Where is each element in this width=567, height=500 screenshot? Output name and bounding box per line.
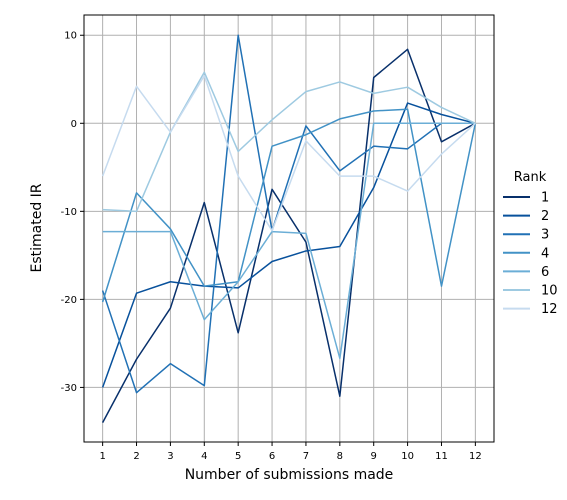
series-line-rank-12 <box>101 74 476 232</box>
x-tick-label: 6 <box>269 451 275 462</box>
series-line-rank-1 <box>101 48 476 423</box>
x-tick-label: 8 <box>337 451 343 462</box>
x-tick-label: 5 <box>235 451 241 462</box>
x-tick-label: 10 <box>401 451 414 462</box>
legend-title: Rank <box>514 170 547 185</box>
series-line-rank-10 <box>102 71 476 213</box>
legend-label: 12 <box>541 302 558 317</box>
x-tick-label: 2 <box>133 451 139 462</box>
legend-label: 4 <box>541 246 549 261</box>
series-line-rank-6 <box>102 122 476 360</box>
plot-frame <box>83 14 495 443</box>
x-tick-label: 7 <box>303 451 309 462</box>
y-tick-label: 10 <box>64 31 77 42</box>
series-lines <box>101 34 477 423</box>
series-line-rank-3 <box>101 34 476 394</box>
legend-label: 3 <box>541 228 549 243</box>
x-axis-label: Number of submissions made <box>185 467 394 483</box>
grid <box>84 15 494 442</box>
legend-label: 1 <box>541 191 549 206</box>
y-tick-label: -30 <box>61 383 77 394</box>
x-tick-label: 9 <box>371 451 377 462</box>
series-line-rank-2 <box>101 102 476 388</box>
x-tick-label: 1 <box>99 451 105 462</box>
y-tick-label: 0 <box>71 119 77 130</box>
y-axis-label: Estimated IR <box>29 183 45 272</box>
y-tick-label: -20 <box>61 295 77 306</box>
series-line-rank-4 <box>101 108 477 303</box>
x-tick-label: 11 <box>435 451 448 462</box>
x-tick-label: 12 <box>469 451 482 462</box>
legend-label: 2 <box>541 209 549 224</box>
legend-label: 6 <box>541 265 549 280</box>
x-tick-label: 3 <box>167 451 173 462</box>
x-tick-label: 4 <box>201 451 207 462</box>
y-tick-label: -10 <box>61 207 77 218</box>
x-axis-ticks: 1 2 3 4 5 6 7 8 9 10 11 12 <box>99 442 482 462</box>
y-axis-ticks: 10 0 -10 -20 -30 <box>61 31 84 394</box>
legend-label: 10 <box>541 284 558 299</box>
